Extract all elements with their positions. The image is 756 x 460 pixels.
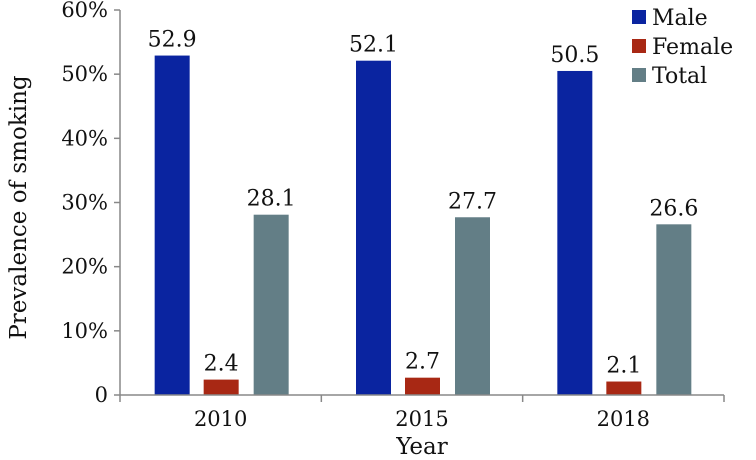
legend-swatch-total [632, 68, 646, 82]
data-label: 2.4 [204, 352, 239, 377]
bar-total [253, 214, 289, 395]
y-tick-label: 10% [61, 319, 108, 343]
bar-male [356, 60, 391, 396]
y-tick-label: 20% [61, 255, 108, 279]
bar-male [557, 70, 593, 395]
x-tick-label: 2018 [597, 407, 650, 431]
data-label: 27.7 [448, 189, 497, 214]
bar-male [154, 55, 190, 395]
data-labels-layer: 52.9 2.4 28.1 52.1 2.7 27.7 50.5 2.1 26.6 [148, 28, 699, 379]
bar-female [203, 379, 239, 395]
bar-female [606, 381, 642, 395]
x-tick-label: 2010 [194, 407, 247, 431]
y-tick-label: 50% [61, 62, 108, 86]
data-label: 2.7 [405, 350, 440, 375]
data-label: 28.1 [247, 187, 296, 212]
data-label: 50.5 [550, 43, 599, 68]
legend-swatch-male [632, 10, 646, 24]
data-label: 2.1 [606, 354, 641, 379]
y-tick-label: 0 [95, 383, 108, 407]
bar-total [455, 217, 490, 395]
bar-female [405, 377, 440, 395]
legend-swatch-female [632, 39, 646, 53]
y-tick-label: 60% [61, 0, 108, 22]
legend: Male Female Total [632, 6, 733, 89]
data-label: 26.6 [649, 196, 698, 221]
y-tick-label: 40% [61, 126, 108, 150]
x-tick-label: 2015 [395, 407, 448, 431]
legend-label-female: Female [652, 35, 733, 60]
data-label: 52.9 [148, 28, 197, 53]
x-axis-title: Year [395, 434, 448, 460]
y-axis-title: Prevalence of smoking [6, 75, 32, 340]
legend-label-male: Male [652, 6, 708, 31]
bars-layer [154, 55, 692, 396]
legend-label-total: Total [652, 64, 707, 89]
data-label: 52.1 [349, 33, 398, 58]
bar-total [656, 224, 692, 395]
axes-layer: 0 10% 20% 30% 40% 50% 60% 2010 2015 2018 [61, 0, 725, 431]
y-tick-label: 30% [61, 191, 108, 215]
